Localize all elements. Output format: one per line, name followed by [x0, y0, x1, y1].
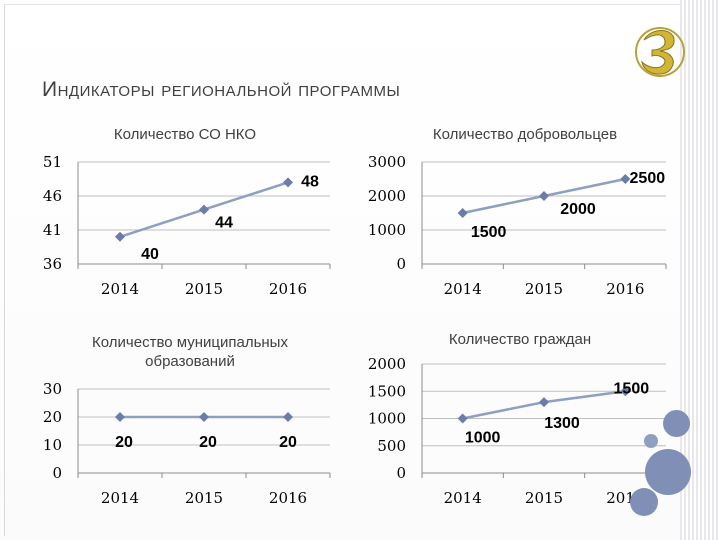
data-point [199, 412, 209, 422]
y-tick-label: 1500 [368, 382, 406, 400]
data-point [539, 191, 549, 201]
y-tick-label: 0 [396, 464, 406, 482]
x-tick-label: 2014 [101, 489, 139, 507]
chart-title-municipalities: Количество муниципальных образований [92, 334, 288, 370]
x-tick-label: 2016 [606, 280, 644, 298]
y-tick-label: 51 [43, 153, 62, 171]
y-tick-label: 46 [43, 187, 62, 205]
data-label: 2000 [560, 201, 596, 218]
data-point [620, 174, 631, 184]
data-label: 1300 [544, 415, 580, 432]
chart-title-nko: Количество СО НКО [113, 126, 257, 143]
data-label: 20 [115, 434, 133, 451]
y-tick-label: 30 [43, 380, 62, 398]
x-tick-label: 2016 [269, 489, 307, 507]
data-point [283, 412, 293, 422]
data-point [115, 412, 125, 422]
data-point [457, 208, 468, 218]
y-tick-label: 0 [52, 464, 62, 482]
data-label: 20 [279, 434, 297, 451]
data-point [283, 177, 293, 188]
x-tick-label: 2014 [444, 280, 482, 298]
y-tick-label: 1000 [368, 410, 406, 428]
y-tick-label: 0 [396, 255, 406, 273]
y-tick-label: 500 [377, 437, 406, 455]
data-label: 40 [141, 246, 159, 263]
decorative-circle [644, 434, 658, 448]
x-tick-label: 2014 [444, 489, 482, 507]
y-tick-label: 36 [43, 255, 62, 273]
decorative-circle [630, 488, 658, 516]
decorative-stripes [680, 0, 720, 540]
x-tick-label: 2015 [525, 280, 563, 298]
y-tick-label: 10 [43, 436, 62, 454]
x-tick-label: 2015 [185, 280, 223, 298]
data-point [620, 386, 631, 397]
logo-icon [635, 27, 685, 77]
data-point [199, 204, 209, 215]
x-tick-label: 2016 [269, 280, 307, 298]
data-label: 44 [215, 215, 233, 232]
data-label: 48 [301, 173, 319, 190]
x-tick-label: 2014 [101, 280, 139, 298]
page-title: Индикаторы региональной программы [42, 78, 401, 101]
y-tick-label: 2000 [368, 187, 406, 205]
decorative-circle [663, 410, 690, 437]
data-label: 1500 [614, 380, 650, 397]
data-point [457, 413, 468, 424]
slide-border-left [4, 4, 5, 536]
y-tick-label: 3000 [368, 153, 406, 171]
x-tick-label: 2015 [525, 489, 563, 507]
y-tick-label: 20 [43, 408, 62, 426]
y-tick-label: 41 [43, 221, 62, 239]
chart-title-volunteers: Количество добровольцев [432, 126, 618, 143]
x-tick-label: 2015 [185, 489, 223, 507]
decorative-circle [645, 449, 691, 495]
data-point [539, 397, 549, 408]
data-point [115, 231, 125, 242]
slide-border-top [4, 4, 680, 5]
data-label: 2500 [630, 170, 666, 187]
data-label: 1000 [465, 430, 501, 447]
data-label: 1500 [471, 224, 507, 241]
chart-title-citizens: Количество граждан [448, 331, 592, 348]
data-label: 20 [199, 434, 217, 451]
y-tick-label: 1000 [368, 221, 406, 239]
y-tick-label: 2000 [368, 355, 406, 373]
